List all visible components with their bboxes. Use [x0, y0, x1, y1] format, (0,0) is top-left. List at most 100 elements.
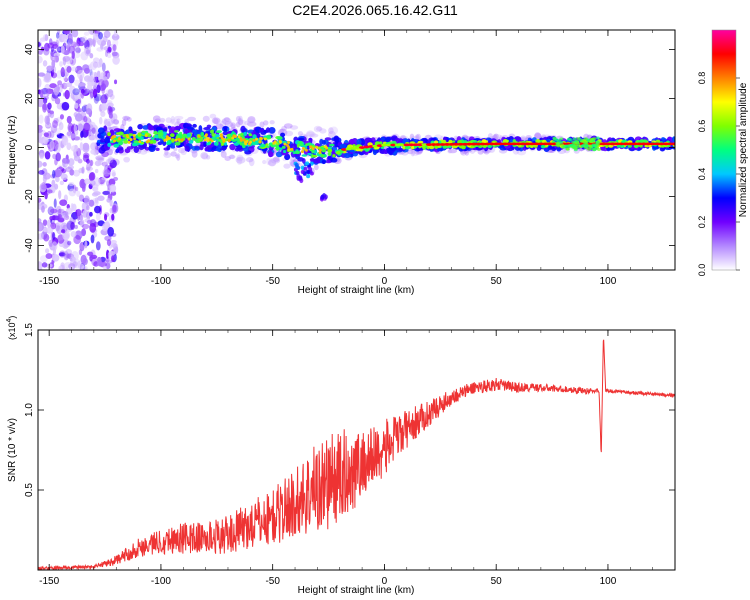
spectrogram-cell: [55, 53, 59, 63]
spectrogram-cell: [591, 143, 596, 147]
spectrogram-cell: [655, 139, 661, 143]
spectrogram-cell: [311, 149, 315, 154]
spectrogram-cell: [306, 174, 311, 179]
spectrogram-cell: [302, 146, 306, 150]
spectrogram-cell: [502, 139, 509, 144]
spectrogram-cell: [580, 144, 585, 148]
spectrogram-cell: [93, 261, 99, 267]
spectrogram-cell: [43, 132, 49, 138]
spectrogram-cell: [85, 49, 91, 55]
spectrogram-cell: [44, 248, 50, 254]
colorbar-frame: [711, 29, 737, 271]
spectrogram-cell: [142, 125, 150, 130]
spectrogram-cell: [613, 142, 621, 146]
spectrogram-cell: [501, 142, 509, 146]
spectrogram-cell: [417, 143, 424, 147]
spectrogram-cell: [46, 115, 50, 126]
spectrogram-cell: [81, 223, 90, 230]
spectrogram-cell: [636, 139, 642, 143]
spectrogram-cell: [222, 137, 226, 141]
spectrogram-cell: [484, 142, 491, 146]
spectrogram-cell: [306, 131, 316, 138]
spectrogram-cell: [83, 88, 91, 96]
spectrogram-cell: [92, 37, 96, 47]
spectrogram-cell: [38, 41, 41, 47]
spectrogram-cell: [330, 157, 338, 163]
spectrogram-cell: [658, 142, 665, 146]
spectrogram-cell: [497, 142, 504, 146]
spectrogram-cell: [89, 211, 93, 217]
spectrogram-cell: [442, 145, 448, 149]
spectrogram-cell: [184, 127, 189, 135]
spectrogram-cell: [174, 138, 178, 142]
spectrogram-cell: [272, 141, 276, 145]
spectrogram-cell: [515, 142, 522, 146]
spectrogram-cell: [259, 137, 263, 141]
spectrogram-cell: [89, 171, 96, 181]
spectrogram-cell: [572, 137, 577, 141]
spectrogram-cell: [422, 145, 426, 150]
spectrogram-cell: [44, 151, 51, 160]
spectrogram-cell: [101, 83, 107, 91]
spectrogram-cell: [248, 158, 255, 167]
spectrogram-cell: [155, 147, 160, 151]
spectrogram-cell: [61, 33, 68, 43]
spectrogram-cell: [178, 147, 186, 154]
spectrogram-cell: [68, 45, 76, 54]
spectrogram-cell: [38, 49, 43, 55]
spectrogram-cell: [187, 116, 196, 122]
spectrogram-cell: [631, 142, 638, 146]
spectrogram-cell: [283, 142, 287, 146]
spectrogram-cell: [298, 175, 303, 181]
spectrogram-cell: [618, 142, 625, 146]
spectrogram-cell: [158, 135, 162, 139]
spectrogram-cell: [52, 153, 57, 160]
spectrogram-cell: [46, 219, 52, 228]
spectrogram-cell: [52, 232, 56, 241]
spectrogram-cell: [244, 142, 248, 146]
spectrogram-cell: [56, 205, 62, 215]
spectrogram-cell: [82, 144, 90, 153]
spectrogram-cell: [101, 176, 106, 181]
spectrogram-cell: [93, 205, 102, 214]
spectrogram-cell: [47, 42, 54, 49]
spectrogram-cell: [53, 86, 60, 96]
spectrogram-cell: [94, 197, 99, 204]
spectrogram-cell: [470, 142, 478, 146]
spectrogram-cell: [93, 221, 99, 228]
spectrogram-cell: [66, 65, 72, 73]
spectrogram-cell: [287, 140, 291, 144]
spectrogram-cell: [199, 144, 204, 151]
colorbar: 0.0 0.2 0.4 0.6 0.8 Normalized spectral ampl…: [697, 29, 749, 276]
spectrogram-cell: [71, 66, 78, 72]
spectrogram-cell: [328, 127, 334, 135]
spectrogram-cell: [46, 65, 54, 72]
spectrogram-cell: [78, 82, 86, 87]
spectrogram-cell: [50, 51, 54, 61]
spectrogram-cell: [78, 37, 86, 43]
spectrogram-cell: [311, 154, 318, 158]
spectrogram-cell: [101, 62, 106, 72]
spectrogram-cell: [333, 135, 340, 142]
spectrogram-cell: [53, 52, 61, 58]
spectrogram-cell: [246, 117, 255, 125]
spectrogram-cell: [91, 256, 98, 267]
spectrogram-cell: [93, 177, 101, 187]
spectrogram-cell: [42, 219, 48, 227]
spectrogram-cell: [88, 30, 94, 34]
spectrogram-cell: [57, 217, 65, 223]
spectrogram-cell: [89, 53, 94, 59]
spectrogram-cell: [301, 154, 308, 157]
spectrogram-cell: [50, 125, 58, 134]
spectrogram-cell: [204, 134, 208, 138]
spectrogram-cell: [216, 147, 221, 152]
spectrogram-cell: [149, 140, 154, 144]
spectrogram-cell: [268, 151, 274, 158]
spectrogram-cell: [486, 137, 491, 141]
spectrogram-cell: [263, 120, 269, 126]
snr-x-tick-label: -50: [265, 576, 280, 587]
spectrogram-cell: [231, 124, 236, 130]
spectrogram-cell: [595, 140, 600, 144]
spectrogram-cell: [62, 56, 67, 66]
spectrogram-cell: [596, 148, 601, 152]
